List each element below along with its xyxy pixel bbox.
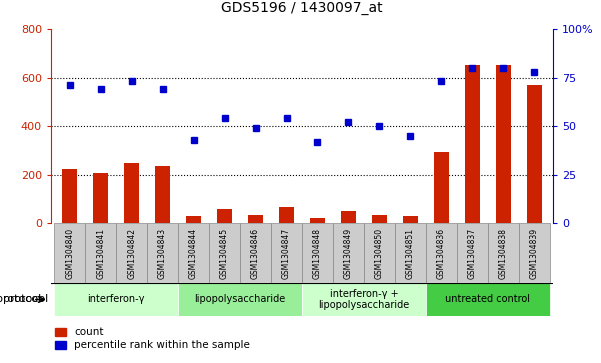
Text: untreated control: untreated control [445, 294, 530, 305]
Text: GSM1304841: GSM1304841 [96, 228, 105, 279]
Bar [426, 283, 550, 316]
Text: GSM1304843: GSM1304843 [158, 228, 167, 279]
Bar [54, 223, 85, 283]
Text: protocol: protocol [3, 294, 48, 305]
Bar [124, 163, 139, 223]
Text: GSM1304844: GSM1304844 [189, 228, 198, 279]
Text: protocol: protocol [0, 294, 41, 305]
Text: GDS5196 / 1430097_at: GDS5196 / 1430097_at [221, 0, 383, 15]
Text: interferon-γ +
lipopolysaccharide: interferon-γ + lipopolysaccharide [319, 289, 410, 310]
Text: GSM1304849: GSM1304849 [344, 228, 353, 279]
Text: GSM1304837: GSM1304837 [468, 228, 477, 279]
Bar [395, 223, 426, 283]
Bar [85, 223, 116, 283]
Bar [271, 223, 302, 283]
Text: GSM1304847: GSM1304847 [282, 228, 291, 279]
Bar [93, 174, 108, 223]
Bar [526, 85, 542, 223]
Bar [364, 223, 395, 283]
Bar [248, 216, 263, 223]
Bar [302, 223, 333, 283]
Text: GSM1304836: GSM1304836 [437, 228, 446, 279]
Legend: count, percentile rank within the sample: count, percentile rank within the sample [51, 323, 254, 355]
Bar [116, 223, 147, 283]
Bar [519, 223, 550, 283]
Bar [488, 223, 519, 283]
Bar [403, 216, 418, 223]
Bar [54, 283, 178, 316]
Bar [434, 152, 449, 223]
Text: GSM1304842: GSM1304842 [127, 228, 136, 279]
Text: GSM1304845: GSM1304845 [220, 228, 229, 279]
Text: GSM1304850: GSM1304850 [375, 228, 384, 279]
Text: GSM1304851: GSM1304851 [406, 228, 415, 279]
Bar [240, 223, 271, 283]
Bar [302, 283, 426, 316]
Text: GSM1304846: GSM1304846 [251, 228, 260, 279]
Bar [178, 223, 209, 283]
Bar [62, 169, 78, 223]
Bar [426, 223, 457, 283]
Bar [457, 223, 488, 283]
Text: interferon-γ: interferon-γ [87, 294, 145, 305]
Text: GSM1304838: GSM1304838 [499, 228, 508, 279]
Bar [333, 223, 364, 283]
Bar [147, 223, 178, 283]
Bar [186, 216, 201, 223]
Bar [155, 166, 170, 223]
Text: GSM1304848: GSM1304848 [313, 228, 322, 279]
Bar [496, 65, 511, 223]
Bar [310, 218, 325, 223]
Bar [209, 223, 240, 283]
Bar [341, 211, 356, 223]
Bar [371, 215, 387, 223]
Bar [279, 208, 294, 223]
Bar [217, 209, 233, 223]
Text: lipopolysaccharide: lipopolysaccharide [194, 294, 285, 305]
Text: GSM1304840: GSM1304840 [65, 228, 74, 279]
Text: GSM1304839: GSM1304839 [530, 228, 539, 279]
Bar [465, 65, 480, 223]
Bar [178, 283, 302, 316]
